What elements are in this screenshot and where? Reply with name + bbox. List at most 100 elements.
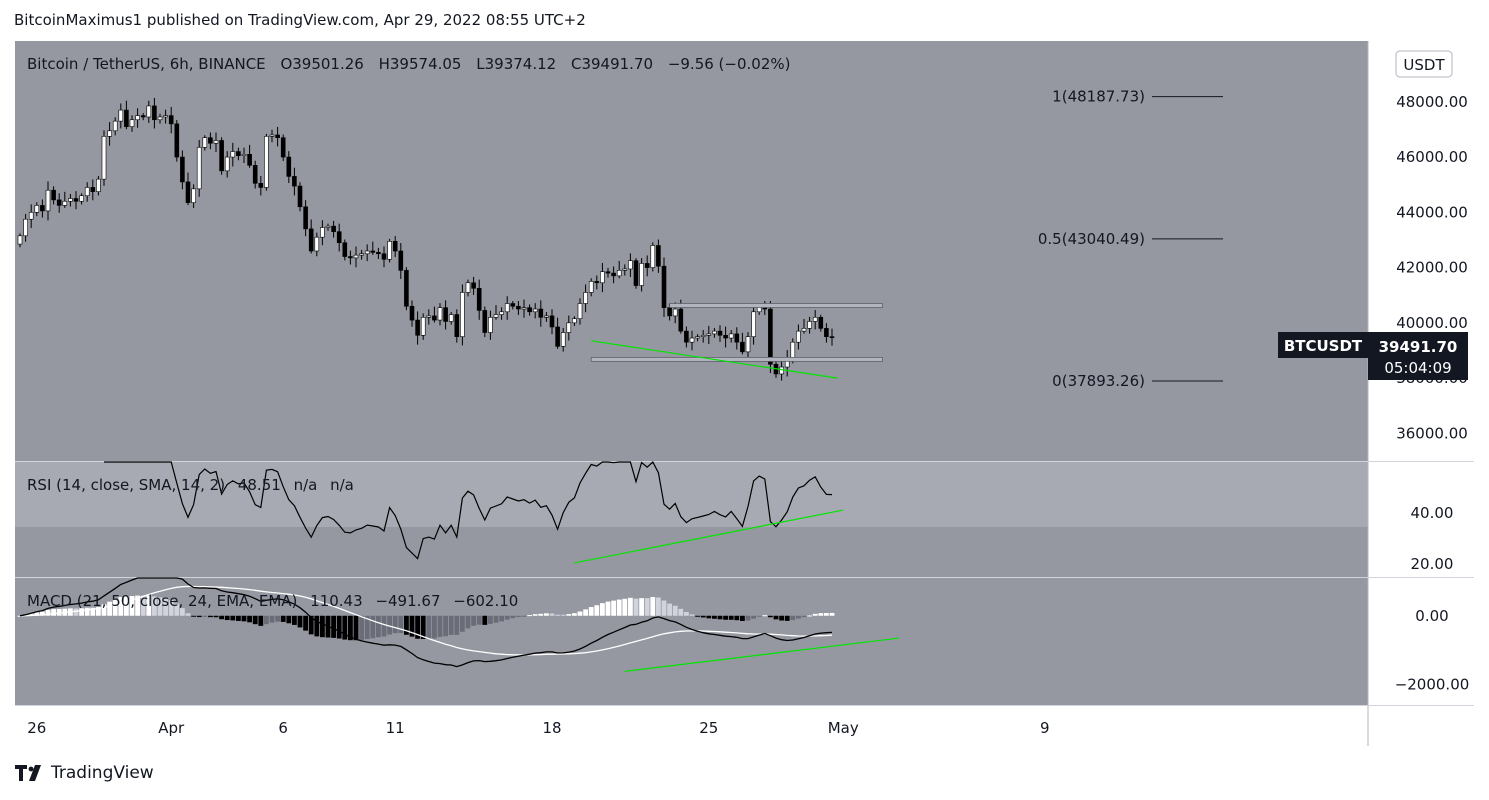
candle (465, 282, 471, 293)
candle (303, 206, 308, 230)
time-axis-tick: May (828, 719, 859, 737)
range-resistance (669, 303, 883, 308)
macd-histogram-bar (437, 615, 443, 637)
candle (824, 328, 829, 337)
candle (706, 333, 712, 336)
candle (258, 183, 264, 188)
macd-histogram-bar (656, 597, 661, 616)
candle (84, 187, 90, 197)
macd-histogram-bar (482, 615, 488, 625)
macd-histogram-bar (314, 615, 320, 637)
macd-histogram-bar (684, 612, 689, 616)
legend-h-label: H (379, 55, 390, 73)
macd-histogram-bar (79, 608, 84, 616)
macd-histogram-bar (45, 609, 51, 616)
chart-frame[interactable]: 1(48187.73) 0.5(43040.49) 0(37893.26) 4800… (15, 41, 1474, 746)
time-axis-tick: 6 (278, 719, 288, 737)
macd-axis-tick: 0.00 (1415, 607, 1448, 625)
macd-histogram-bar (308, 615, 314, 635)
price-legend[interactable]: Bitcoin / TetherUS, 6h, BINANCE O39501.2… (27, 55, 790, 73)
candle (62, 200, 68, 206)
candle (717, 330, 723, 336)
tradingview-footer[interactable]: TradingView (15, 763, 154, 783)
candle (79, 195, 84, 202)
macd-histogram-bar (157, 597, 163, 616)
candle (370, 250, 376, 253)
candle (684, 330, 689, 343)
macd-histogram-bar (252, 615, 258, 625)
candle (812, 317, 818, 322)
macd-histogram-bar (768, 615, 773, 618)
candle (292, 176, 297, 187)
rsi-legend[interactable]: RSI (14, close, SMA, 14, 2) 48.51 n/a n/… (27, 476, 354, 494)
candle (45, 189, 51, 212)
candle (107, 130, 112, 137)
time-axis-tick: 11 (386, 719, 405, 737)
last-price-tag[interactable]: BTCUSDT 39491.70 05:04:09 (1278, 332, 1468, 380)
legend-c-label: C (571, 55, 581, 73)
macd-histogram-bar (824, 613, 829, 616)
macd-histogram-bar (331, 615, 336, 638)
candle (208, 137, 213, 144)
price-axis-tick: 48000.00 (1396, 93, 1468, 111)
macd-legend[interactable]: MACD (21, 50, close, 24, EMA, EMA) 110.4… (27, 592, 518, 610)
candle (342, 242, 348, 257)
macd-histogram-bar (336, 615, 342, 639)
macd-histogram-bar (628, 597, 633, 616)
candle (493, 314, 499, 318)
macd-histogram-bar (471, 615, 476, 626)
macd-histogram-bar (510, 615, 516, 619)
macd-histogram-bar (118, 597, 124, 616)
candle (331, 225, 336, 232)
legend-change: −9.56 (−0.02%) (668, 55, 791, 73)
candle (611, 272, 616, 277)
legend-l-value: 39374.12 (485, 55, 557, 73)
candle (555, 326, 560, 347)
macd-histogram-bar (516, 615, 521, 618)
candle (510, 303, 516, 307)
candle (443, 307, 448, 322)
candle (264, 136, 269, 188)
macd-histogram-bar (107, 601, 112, 616)
macd-histogram-bar (801, 615, 807, 618)
rsi-line (104, 461, 833, 560)
macd-histogram-bar (532, 614, 538, 616)
candle (415, 319, 420, 336)
candle (398, 250, 404, 271)
macd-histogram-bar (549, 613, 555, 616)
macd-histogram-bar (667, 603, 672, 616)
macd-pane[interactable] (15, 578, 1368, 705)
candle (488, 317, 493, 333)
macd-histogram-bar (219, 615, 224, 620)
macd-histogram-bar (538, 613, 544, 616)
candle (796, 330, 801, 343)
candle (723, 334, 728, 339)
macd-histogram-bar (359, 615, 364, 640)
candle (818, 317, 824, 329)
candle (68, 198, 73, 202)
currency-badge[interactable]: USDT (1395, 50, 1453, 78)
macd-histogram-bar (588, 607, 594, 616)
price-pane[interactable] (15, 41, 1368, 461)
macd-histogram-bar (297, 615, 303, 628)
macd-histogram-bar (689, 614, 695, 616)
macd-histogram-bar (376, 615, 381, 638)
candle (51, 189, 56, 201)
legend-h-value: 39574.05 (390, 55, 462, 73)
candle (566, 322, 572, 333)
macd-histogram-bar (779, 615, 784, 621)
chart-svg[interactable]: 1(48187.73) 0.5(43040.49) 0(37893.26) 4800… (15, 41, 1474, 746)
macd-histogram-bar (723, 615, 728, 620)
candle (600, 271, 605, 284)
time-axis[interactable] (15, 705, 1368, 746)
macd-histogram-bar (152, 596, 157, 616)
price-legend-title: Bitcoin / TetherUS, 6h, BINANCE (27, 55, 266, 73)
macd-histogram-bar (566, 614, 572, 616)
macd-histogram-bar (73, 608, 79, 616)
rsi-layer (104, 461, 844, 564)
macd-histogram-bar (594, 605, 600, 616)
macd-histogram-bar (51, 609, 56, 616)
macd-histogram-bar (168, 600, 174, 616)
candle (544, 315, 549, 318)
price-axis[interactable] (1368, 41, 1474, 746)
